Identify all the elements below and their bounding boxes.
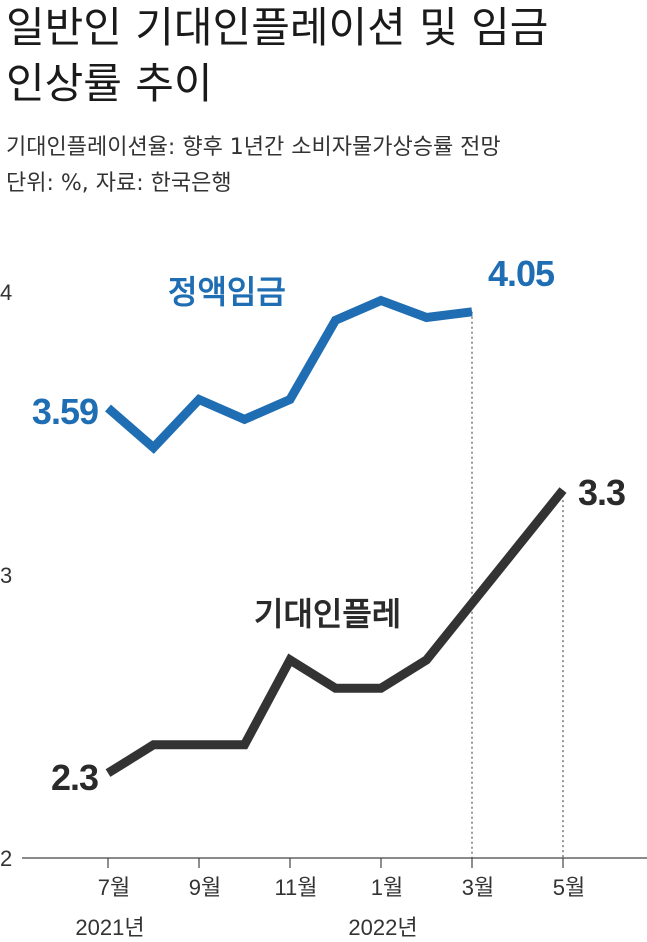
x-tick-label: 11월 [274,875,317,900]
wage-series-line [105,295,473,454]
inflation-data-label: 2.3 [51,757,98,798]
chart-title: 일반인 기대인플레이션 및 임금 인상률 추이 [6,0,636,112]
x-tick-label: 1월 [371,875,403,900]
wage-data-label: 4.05 [488,253,555,294]
title-line-2: 인상률 추이 [6,59,213,108]
chart-notes: 기대인플레이션율: 향후 1년간 소비자물가상승률 전망 단위: %, 자료: … [6,130,501,202]
x-year-label: 2021년 [75,915,144,940]
unit-source-note: 단위: %, 자료: 한국은행 [6,171,232,196]
x-tick-label: 9월 [189,875,221,900]
inflation-data-label: 3.3 [578,472,625,513]
x-year-label: 2022년 [348,915,417,940]
x-tick-label: 5월 [553,875,585,900]
y-tick-label: 4 [0,280,12,305]
x-tick-label: 7월 [98,875,130,900]
y-tick-label: 3 [0,563,12,588]
y-tick-label: 2 [0,846,12,871]
wage-series-name: 정액임금 [168,273,286,311]
wage-data-label: 3.59 [32,391,98,432]
title-line-1: 일반인 기대인플레이션 및 임금 [6,3,549,52]
definition-note: 기대인플레이션율: 향후 1년간 소비자물가상승률 전망 [6,135,501,160]
inflation-series-name: 기대인플레 [254,595,401,633]
x-tick-label: 3월 [462,875,494,900]
